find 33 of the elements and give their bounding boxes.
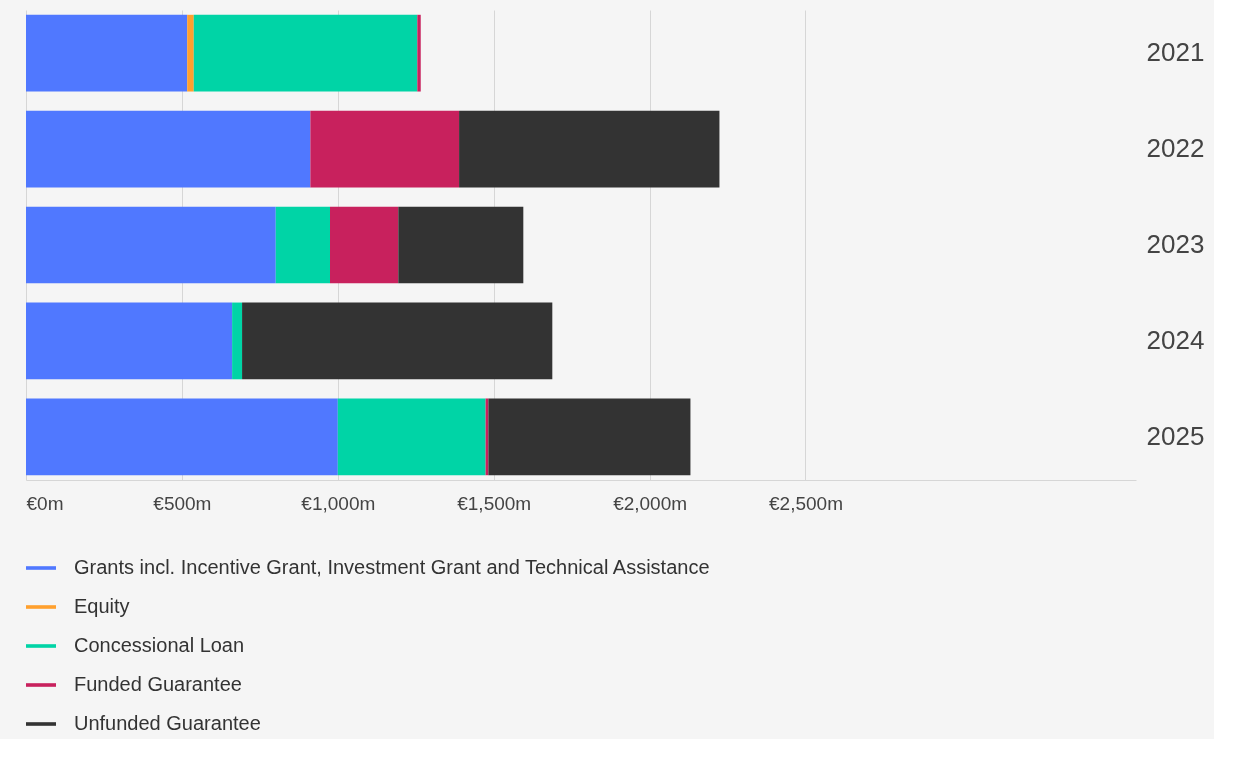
bar xyxy=(330,206,399,284)
bar xyxy=(242,302,553,380)
y-tick-label: 2021 xyxy=(1146,37,1205,68)
legend-label: Grants incl. Incentive Grant, Investment Grant and Technical Assistance xyxy=(74,556,710,578)
bar xyxy=(26,14,188,92)
legend-label: Unfunded Guarantee xyxy=(74,712,261,734)
bar xyxy=(337,398,486,476)
x-tick-label: €1,500m xyxy=(457,492,532,514)
bar xyxy=(26,206,276,284)
legend-label: Concessional Loan xyxy=(74,634,245,656)
bar xyxy=(275,206,330,284)
y-tick-label: 2025 xyxy=(1146,420,1205,451)
legend-label: Equity xyxy=(74,595,130,617)
y-tick-label: 2022 xyxy=(1146,133,1205,164)
legend-label: Funded Guarantee xyxy=(74,673,242,695)
bar xyxy=(232,302,243,380)
bar xyxy=(459,110,720,188)
bar xyxy=(26,302,233,380)
bar xyxy=(417,14,421,92)
bar xyxy=(26,398,338,476)
bar xyxy=(310,110,460,188)
bar xyxy=(488,398,691,476)
x-tick-label: €1,000m xyxy=(301,492,376,514)
x-tick-label: €2,500m xyxy=(769,492,843,514)
y-tick-label: 2024 xyxy=(1146,324,1205,355)
x-tick-label: €0m xyxy=(26,492,64,514)
x-tick-label: €500m xyxy=(153,492,212,514)
bar xyxy=(193,14,418,92)
y-tick-label: 2023 xyxy=(1146,229,1205,259)
bar xyxy=(398,206,524,284)
bar xyxy=(26,110,311,188)
bar xyxy=(187,14,194,92)
x-tick-label: €2,000m xyxy=(613,492,688,514)
